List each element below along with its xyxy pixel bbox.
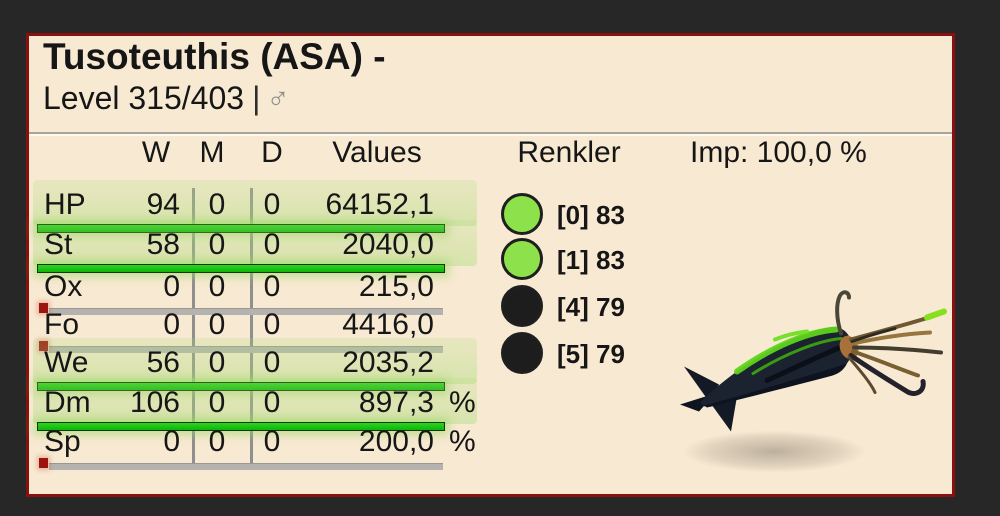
- domestic-level: 0: [263, 346, 281, 379]
- stat-row-fo: Fo 0 0 0 4416,0: [29, 308, 514, 356]
- column-divider: [192, 188, 195, 468]
- stat-label: We: [44, 346, 89, 379]
- domestic-level: 0: [263, 308, 281, 341]
- level-line: Level 315/403 | ♂: [43, 80, 290, 117]
- stat-row-st: St 58 0 0 2040,0: [29, 220, 514, 276]
- row-highlight: [33, 378, 477, 424]
- color-id: 79: [596, 292, 625, 322]
- mutated-level: 0: [208, 386, 226, 419]
- color-label: [5] 79: [557, 339, 625, 370]
- stat-label: Dm: [44, 386, 91, 419]
- stat-row-we: We 56 0 0 2035,2: [29, 338, 514, 394]
- red-marker: [39, 303, 48, 313]
- domestic-level: 0: [263, 386, 281, 419]
- color-id: 83: [596, 245, 625, 275]
- stat-bar: [37, 382, 445, 391]
- stat-bar: [49, 346, 443, 353]
- color-item-1: [1] 83: [501, 238, 721, 282]
- mutated-level: 0: [208, 270, 226, 303]
- domestic-level: 0: [263, 188, 281, 221]
- color-item-3: [5] 79: [501, 332, 721, 376]
- stat-row-dm: Dm 106 0 0 897,3 %: [29, 378, 514, 434]
- stat-bar: [49, 463, 443, 470]
- stat-label: Sp: [44, 425, 81, 458]
- stat-value: 215,0: [358, 270, 434, 303]
- col-header-wild: W: [141, 136, 171, 169]
- stat-value: 200,0: [358, 425, 434, 458]
- domestic-level: 0: [263, 228, 281, 261]
- color-swatch: [501, 285, 543, 327]
- col-header-values: Values: [332, 136, 422, 169]
- colors-section-title: Renkler: [517, 136, 621, 169]
- header-divider: [29, 132, 952, 136]
- stat-label: HP: [44, 188, 86, 221]
- tusoteuthis-image: [680, 290, 947, 473]
- row-highlight: [33, 180, 477, 226]
- percent-sign: %: [449, 386, 476, 419]
- stat-value: 897,3: [358, 386, 434, 419]
- stat-row-ox: Ox 0 0 0 215,0: [29, 270, 514, 318]
- color-swatch: [501, 238, 543, 280]
- creature-info-panel: Tusoteuthis (ASA) - Level 315/403 | ♂ W M …: [26, 33, 955, 497]
- color-label: [1] 83: [557, 245, 625, 276]
- stat-row-hp: HP 94 0 0 64152,1: [29, 180, 514, 236]
- wild-level: 0: [163, 308, 180, 341]
- stat-label: Fo: [44, 308, 80, 341]
- mutated-level: 0: [208, 228, 226, 261]
- color-index: [5]: [557, 339, 589, 369]
- red-marker: [39, 458, 48, 468]
- stat-row-sp: Sp 0 0 0 200,0 %: [29, 425, 514, 473]
- color-id: 79: [596, 339, 625, 369]
- color-index: [0]: [557, 200, 589, 230]
- color-item-0: [0] 83: [501, 193, 721, 237]
- male-icon: ♂: [266, 81, 290, 116]
- mutated-level: 0: [208, 308, 226, 341]
- stat-value: 4416,0: [342, 308, 434, 341]
- domestic-level: 0: [263, 425, 281, 458]
- color-swatch: [501, 193, 543, 235]
- wild-level: 94: [146, 188, 180, 221]
- creature-title: Tusoteuthis (ASA) -: [43, 36, 386, 77]
- wild-level: 0: [163, 425, 180, 458]
- color-index: [4]: [557, 292, 589, 322]
- level-label: Level 315/403: [43, 80, 245, 116]
- stat-value: 64152,1: [325, 188, 434, 221]
- col-header-domestic: D: [261, 136, 283, 169]
- stat-label: Ox: [44, 270, 83, 303]
- mutated-level: 0: [208, 425, 226, 458]
- mutated-level: 0: [208, 346, 226, 379]
- stat-bar: [37, 264, 445, 273]
- color-label: [4] 79: [557, 292, 625, 323]
- row-highlight: [33, 338, 477, 384]
- color-label: [0] 83: [557, 200, 625, 231]
- stat-bar: [49, 308, 443, 315]
- imprinting-label: Imp: 100,0 %: [690, 136, 867, 169]
- row-highlight: [33, 220, 477, 266]
- percent-sign: %: [449, 425, 476, 458]
- domestic-level: 0: [263, 270, 281, 303]
- color-item-2: [4] 79: [501, 285, 721, 329]
- col-header-mutated: M: [199, 136, 225, 169]
- stat-label: St: [44, 228, 73, 261]
- stat-value: 2040,0: [342, 228, 434, 261]
- color-index: [1]: [557, 245, 589, 275]
- stat-value: 2035,2: [342, 346, 434, 379]
- wild-level: 106: [129, 386, 180, 419]
- wild-level: 0: [163, 270, 180, 303]
- wild-level: 56: [146, 346, 180, 379]
- separator-text: |: [252, 80, 261, 116]
- color-id: 83: [596, 200, 625, 230]
- red-marker: [39, 341, 48, 351]
- stat-bar: [37, 224, 445, 233]
- mutated-level: 0: [208, 188, 226, 221]
- color-swatch: [501, 332, 543, 374]
- column-divider: [250, 188, 253, 468]
- wild-level: 58: [146, 228, 180, 261]
- stat-bar: [37, 422, 445, 431]
